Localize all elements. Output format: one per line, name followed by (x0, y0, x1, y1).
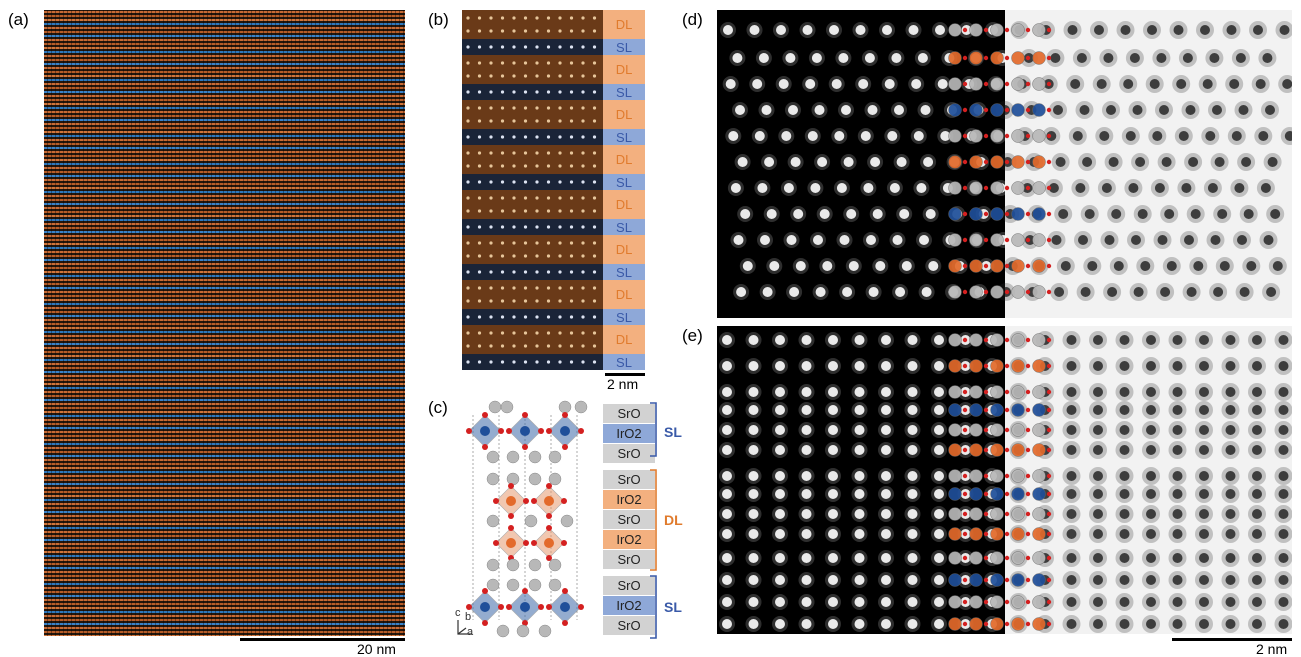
layer-tag-dl: DL (603, 190, 645, 219)
layer-tag-dl: DL (603, 10, 645, 39)
layer-tag-dl: DL (603, 100, 645, 129)
scale-bar-a (240, 638, 405, 641)
axis-label-a: a (467, 626, 474, 638)
layer-sro: SrO (603, 576, 655, 595)
layer-tag-sl: SL (603, 84, 645, 100)
layer-iro2: IrO2 (603, 424, 655, 443)
scale-bar-b (605, 373, 645, 376)
panel-label-d: (d) (682, 10, 703, 29)
layer-tag-sl: SL (603, 174, 645, 190)
panel-label-a: (a) (8, 10, 29, 29)
scale-label-b: 2 nm (607, 376, 639, 392)
layer-tag-dl: DL (603, 325, 645, 354)
layer-tag-dl: DL (603, 280, 645, 309)
layer-iro2: IrO2 (603, 596, 655, 615)
layer-tag-dl: DL (603, 145, 645, 174)
group-label-dl: DL (664, 512, 683, 528)
layer-tag-sl: SL (603, 39, 645, 55)
scale-label-e: 2 nm (1256, 641, 1288, 657)
layer-iro2: IrO2 (603, 530, 655, 549)
layer-tag-sl: SL (603, 219, 645, 235)
layer-tag-sl: SL (603, 129, 645, 145)
layer-sro: SrO (603, 404, 655, 423)
layer-sro: SrO (603, 470, 655, 489)
layer-tag-sl: SL (603, 309, 645, 325)
layer-tag-sl: SL (603, 354, 645, 370)
panel-c-structure (466, 400, 588, 638)
panel-e-image (717, 326, 1292, 634)
panel-label-e: (e) (682, 326, 703, 345)
panel-d-image (717, 10, 1292, 318)
layer-iro2: IrO2 (603, 490, 655, 509)
group-brackets (650, 402, 657, 639)
layer-tag-dl: DL (603, 55, 645, 84)
layer-tag-sl: SL (603, 264, 645, 280)
panel-b-image (462, 10, 604, 370)
layer-tag-dl: DL (603, 235, 645, 264)
axis-label-b: b (465, 611, 472, 623)
group-label-sl-bottom: SL (664, 599, 682, 615)
axis-indicator (457, 620, 472, 635)
group-label-sl-top: SL (664, 424, 682, 440)
layer-sro: SrO (603, 616, 655, 635)
scale-label-a: 20 nm (357, 641, 396, 657)
layer-sro: SrO (603, 550, 655, 569)
panel-label-c: (c) (428, 398, 448, 417)
axis-label-c: c (455, 607, 461, 619)
scale-bar-e (1172, 638, 1292, 641)
panel-label-b: (b) (428, 10, 449, 29)
layer-sro: SrO (603, 444, 655, 463)
layer-sro: SrO (603, 510, 655, 529)
panel-a-image (44, 10, 405, 636)
